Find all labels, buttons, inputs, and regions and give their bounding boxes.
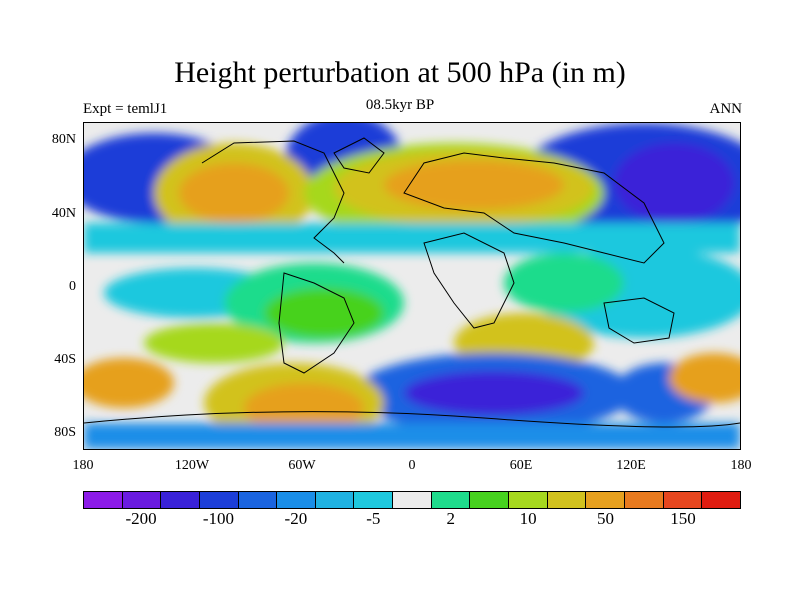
x-tick-label: 120W	[174, 458, 210, 473]
y-tick-label: 0	[69, 279, 76, 294]
colorbar-label: 50	[597, 509, 615, 528]
colorbar-box	[663, 492, 703, 508]
colorbar-box	[547, 492, 587, 508]
x-tick-label: 180	[730, 458, 752, 473]
colorbar-box	[199, 492, 239, 508]
x-tick-label: 180	[72, 458, 94, 473]
y-tick-label: 40N	[51, 206, 76, 221]
x-tick-label: 60E	[509, 458, 533, 473]
colorbar-box	[509, 492, 548, 508]
colorbar-box	[354, 492, 394, 508]
colorbar-box	[470, 492, 510, 508]
colorbar-label: 10	[519, 509, 537, 528]
map-svg	[84, 123, 740, 449]
colorbar-box	[393, 492, 432, 508]
colorbar-box	[315, 492, 355, 508]
colorbar-box	[277, 492, 316, 508]
colorbar-box	[122, 492, 162, 508]
y-tick-label: 80N	[51, 132, 76, 147]
colorbar-box	[624, 492, 664, 508]
colorbar-box	[238, 492, 278, 508]
y-tick-label: 80S	[54, 425, 76, 440]
x-tick-label: 120E	[616, 458, 646, 473]
colorbar	[83, 491, 741, 509]
colorbar-label: 150	[670, 509, 696, 528]
y-tick-label: 40S	[54, 352, 76, 367]
x-tick-label: 60W	[288, 458, 316, 473]
coastlines	[84, 137, 740, 428]
season-label: ANN	[709, 101, 743, 117]
colorbar-label: -5	[366, 509, 381, 528]
chart-title: Height perturbation at 500 hPa (in m)	[174, 56, 626, 89]
colorbar-box	[161, 492, 200, 508]
colorbar-box	[431, 492, 471, 508]
colorbar-label: -200	[125, 509, 157, 528]
x-tick-label: 0	[408, 458, 416, 473]
colorbar-box	[84, 492, 123, 508]
colorbar-box	[702, 492, 740, 508]
experiment-label: Expt = temlJ1	[83, 101, 168, 117]
colorbar-label: 2	[446, 509, 455, 528]
colorbar-box	[586, 492, 625, 508]
contour-map	[83, 122, 741, 450]
contour-fill	[84, 123, 740, 449]
colorbar-label: -20	[284, 509, 308, 528]
time-label: 08.5kyr BP	[365, 97, 435, 113]
colorbar-label: -100	[202, 509, 235, 528]
